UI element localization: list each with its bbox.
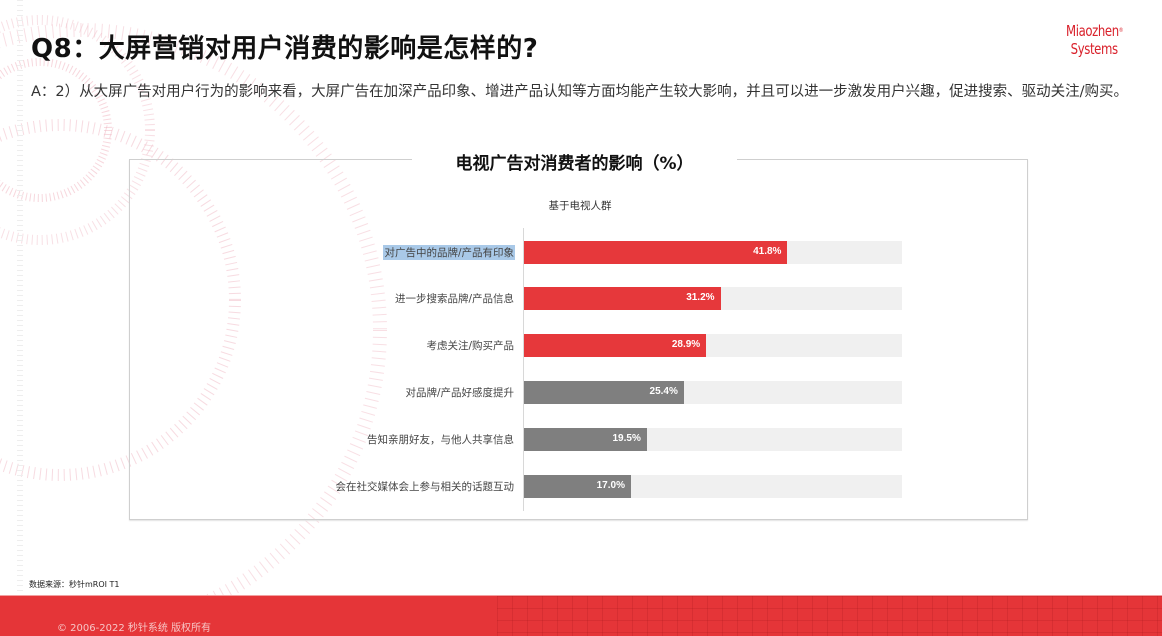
- chart-frame-top-right: [737, 159, 1027, 160]
- bar-row: 对广告中的品牌/产品有印象 41.8%: [0, 241, 1162, 264]
- chart-subtitle: 基于电视人群: [548, 200, 612, 212]
- data-source-note: 数据来源：秒针mROI T1: [29, 580, 120, 589]
- bar-track: 17.0%: [524, 475, 902, 498]
- bar-label: 进一步搜索品牌/产品信息: [394, 293, 514, 305]
- bar-row: 告知亲朋好友，与他人共享信息 19.5%: [0, 428, 1162, 451]
- bar-row: 进一步搜索品牌/产品信息 31.2%: [0, 287, 1162, 310]
- bar-value: 41.8%: [753, 246, 782, 257]
- bar-value: 31.2%: [686, 292, 715, 303]
- bar-track: 19.5%: [524, 428, 902, 451]
- bar-track: 25.4%: [524, 381, 902, 404]
- bar: 28.9%: [524, 334, 707, 357]
- logo-line-2: Systems: [1070, 40, 1118, 58]
- bar-track: 31.2%: [524, 287, 902, 310]
- bar: 25.4%: [524, 381, 684, 404]
- y-axis-line: [523, 228, 524, 511]
- bar-value: 25.4%: [649, 386, 678, 397]
- page-title: Q8：大屏营销对用户消费的影响是怎样的?: [31, 34, 539, 64]
- copyright-text: © 2006-2022 秒针系统 版权所有: [57, 623, 212, 634]
- chart-frame-top-left: [129, 159, 412, 160]
- chart-frame: [129, 159, 1028, 520]
- footer-grid-pattern: [497, 596, 1162, 636]
- bar-label: 对广告中的品牌/产品有印象: [383, 245, 515, 260]
- miaozhen-logo: Miaozhen® Systems: [1066, 22, 1124, 58]
- bar-label: 会在社交媒体会上参与相关的话题互动: [335, 481, 515, 493]
- bar: 41.8%: [524, 241, 788, 264]
- footer-bar: © 2006-2022 秒针系统 版权所有: [0, 595, 1162, 636]
- bar: 17.0%: [524, 475, 631, 498]
- bar: 19.5%: [524, 428, 647, 451]
- bar-track: 28.9%: [524, 334, 902, 357]
- bar-value: 17.0%: [596, 480, 625, 491]
- logo-line-1: Miaozhen: [1066, 22, 1119, 40]
- bar-row: 对品牌/产品好感度提升 25.4%: [0, 381, 1162, 404]
- bar-label: 告知亲朋好友，与他人共享信息: [367, 434, 514, 446]
- bar-value: 19.5%: [612, 433, 641, 444]
- bar-label: 考虑关注/购买产品: [426, 340, 514, 352]
- bar-row: 会在社交媒体会上参与相关的话题互动 17.0%: [0, 475, 1162, 498]
- bar-value: 28.9%: [671, 339, 701, 350]
- bar-row: 考虑关注/购买产品 28.9%: [0, 334, 1162, 357]
- bar: 31.2%: [524, 287, 721, 310]
- registered-mark: ®: [1118, 27, 1124, 34]
- chart-title: 电视广告对消费者的影响（%）: [455, 154, 694, 174]
- bar-track: 41.8%: [524, 241, 902, 264]
- answer-text: A：2）从大屏广告对用户行为的影响来看，大屏广告在加深产品印象、增进产品认知等方…: [31, 84, 1129, 100]
- bar-label: 对品牌/产品好感度提升: [405, 387, 514, 399]
